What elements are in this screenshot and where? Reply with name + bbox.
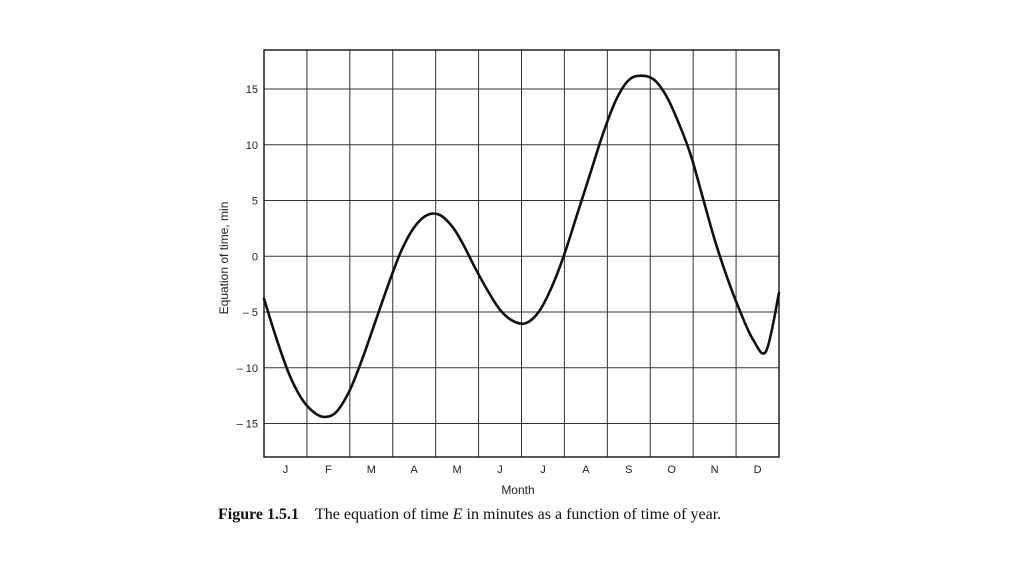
plot-frame: [263, 49, 780, 458]
equation-of-time-curve: [262, 74, 781, 419]
y-tick-label: – 15: [237, 419, 258, 431]
caption-text-suffix: in minutes as a function of time of year…: [462, 506, 722, 523]
figure-caption: Figure 1.5.1 The equation of time E in mi…: [218, 506, 721, 524]
caption-variable: E: [452, 506, 463, 523]
y-tick-label: 5: [252, 196, 258, 208]
x-axis-title: Month: [501, 483, 534, 497]
x-tick-label: M: [367, 464, 376, 476]
x-tick-label: A: [582, 464, 590, 476]
x-tick-label: S: [625, 464, 632, 476]
x-tick-label: M: [453, 464, 462, 476]
y-tick-label: – 5: [243, 307, 258, 319]
caption-text-prefix: The equation of time: [315, 506, 453, 523]
y-tick-label: 10: [246, 140, 258, 152]
x-tick-label: N: [711, 464, 719, 476]
x-tick-label: O: [667, 464, 676, 476]
x-tick-label: J: [540, 464, 546, 476]
figure-label: Figure 1.5.1: [218, 506, 300, 523]
x-tick-label: F: [325, 464, 332, 476]
x-tick-label: J: [497, 464, 503, 476]
y-tick-label: 0: [252, 251, 258, 263]
x-tick-label: D: [754, 464, 762, 476]
y-tick-label: 15: [246, 84, 258, 96]
x-tick-label: J: [283, 464, 289, 476]
grid: [264, 50, 779, 457]
y-tick-labels: 15 10 5 0 – 5 – 10 – 15: [237, 84, 258, 431]
y-tick-label: – 10: [237, 363, 258, 375]
x-tick-label: A: [411, 464, 419, 476]
y-axis-title: Equation of time, min: [217, 202, 231, 315]
